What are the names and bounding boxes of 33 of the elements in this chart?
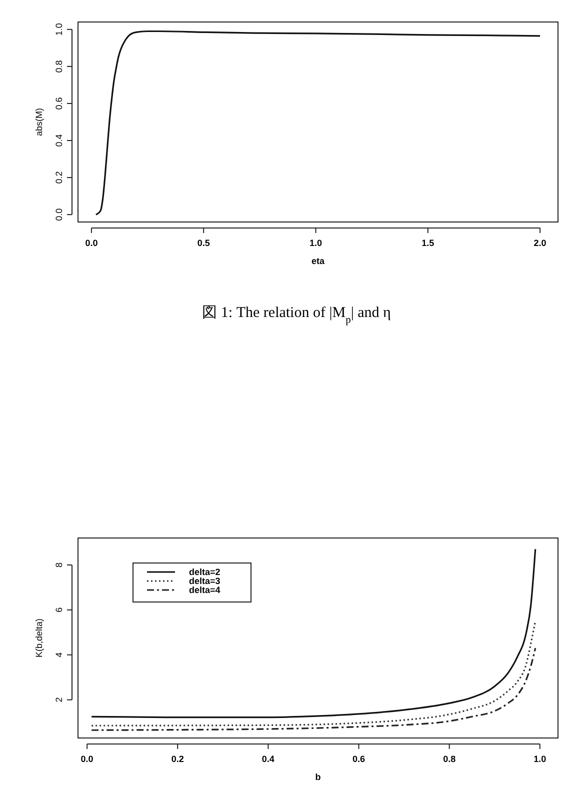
x-axis-title: eta (311, 256, 326, 266)
y-tick-label: 0.0 (54, 208, 64, 221)
line-series (90, 548, 536, 718)
x-tick-label: 0.5 (197, 238, 210, 248)
caption: 図 1: The relation of |M$_{p}$| and η (202, 305, 391, 326)
x-tick-label: 0.4 (262, 754, 274, 764)
x-tick-label: 2.0 (534, 238, 546, 248)
legend-label: delta=3 (189, 576, 220, 586)
line-series (90, 647, 536, 731)
x-tick-label: 0.8 (443, 754, 456, 764)
y-tick-label: 1.0 (54, 23, 64, 36)
y-axis-title: abs(M) (34, 108, 44, 136)
x-axis-title: b (315, 772, 322, 782)
x-tick-label: 0.0 (80, 754, 94, 764)
y-tick-label: 0.2 (54, 171, 64, 184)
x-tick-label: 0.6 (352, 754, 366, 764)
x-tick-label: 1.0 (310, 238, 322, 248)
y-tick-label: 0.6 (54, 97, 64, 110)
x-tick-label: 1.5 (422, 238, 434, 248)
y-tick-label: 0.4 (54, 134, 64, 147)
y-tick-label: 2 (54, 697, 64, 702)
legend-label: delta=4 (189, 585, 220, 595)
y-tick-label: 0.8 (54, 60, 64, 73)
y-tick-label: 8 (54, 562, 64, 568)
y-axis-title: K(b,delta) (34, 618, 44, 658)
legend-label: delta=2 (189, 567, 220, 577)
x-tick-label: 0.2 (171, 754, 184, 764)
line-series (90, 620, 536, 726)
x-tick-label: 0.0 (85, 238, 98, 248)
y-tick-label: 4 (54, 652, 64, 658)
line-series (95, 30, 541, 216)
y-tick-label: 6 (54, 607, 64, 612)
x-tick-label: 1.0 (534, 754, 546, 764)
